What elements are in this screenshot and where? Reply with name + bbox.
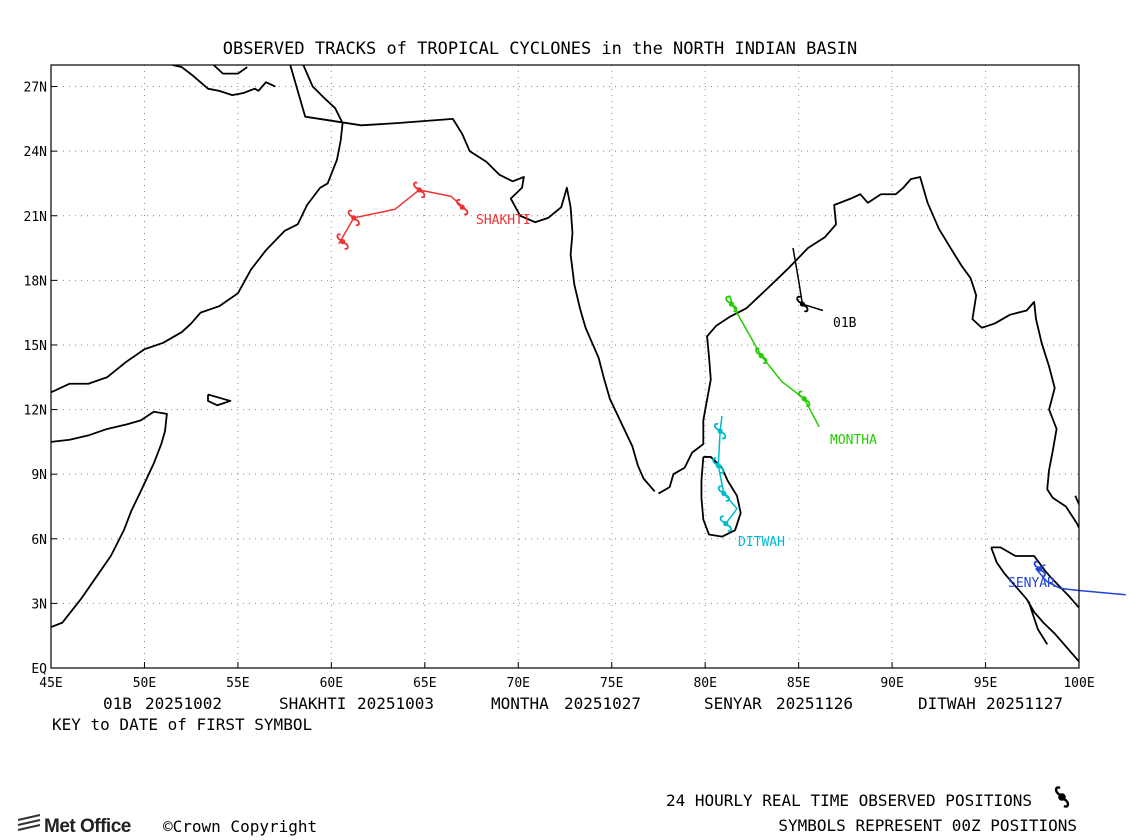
x-tick-label: 60E [320, 676, 343, 691]
x-tick-label: 45E [39, 676, 62, 691]
y-tick-label: 24N [24, 145, 47, 160]
met-office-wave-icon [17, 814, 41, 831]
x-tick-label: 95E [974, 676, 997, 691]
x-tick-label: 85E [787, 676, 810, 691]
latitude-axis: EQ 3N 6N 9N 12N 15N 18N 21N 24N 27N [24, 81, 57, 677]
track-montha: MONTHA [725, 295, 877, 448]
gridlines [51, 65, 1079, 668]
x-tick-label: 55E [226, 676, 249, 691]
x-tick-label: 90E [880, 676, 903, 691]
track-line [338, 189, 469, 245]
symbols-note: SYMBOLS REPRESENT 00Z POSITIONS [778, 816, 1077, 835]
track-senyar: SENYAR [1008, 560, 1126, 596]
cyclone-symbol [755, 347, 768, 364]
y-tick-label: 18N [24, 274, 47, 289]
key-montha-date: 20251027 [564, 694, 641, 713]
track-label: MONTHA [830, 433, 877, 448]
y-tick-label: 27N [24, 81, 47, 96]
x-tick-label: 70E [507, 676, 530, 691]
cyclone-symbol [798, 390, 811, 408]
coastline [990, 547, 1079, 663]
y-tick-label: 21N [24, 210, 47, 225]
coastline [289, 65, 656, 492]
coastline [172, 65, 276, 97]
y-tick-label: EQ [31, 662, 47, 677]
coastline [51, 65, 344, 394]
coastline [991, 546, 1079, 609]
track-label: SENYAR [1008, 576, 1055, 591]
coastline [207, 393, 232, 407]
key-senyar-name: SENYAR [704, 694, 762, 713]
coastline [1074, 495, 1079, 505]
cyclone-symbol-icon [1054, 786, 1070, 808]
track-01b: 01B [792, 247, 857, 331]
cyclone-symbol [1033, 560, 1046, 578]
key-shakhti-name: SHAKHTI [279, 694, 346, 713]
map-frame [50, 64, 1080, 669]
x-tick-label: 75E [600, 676, 623, 691]
met-office-text: Met Office [44, 816, 131, 837]
x-tick-label: 65E [413, 676, 436, 691]
track-line [728, 295, 820, 428]
track-label: SHAKHTI [476, 213, 531, 228]
cyclone-symbol [456, 198, 469, 216]
key-caption: KEY to DATE of FIRST SYMBOL [52, 715, 312, 734]
y-tick-label: 6N [31, 533, 47, 548]
map-title: OBSERVED TRACKS of TROPICAL CYCLONES in … [223, 39, 858, 59]
key-senyar-date: 20251126 [776, 694, 853, 713]
track-label: DITWAH [738, 535, 785, 550]
track-label: 01B [833, 316, 857, 331]
y-tick-label: 12N [24, 404, 47, 419]
track-line [792, 247, 824, 312]
coastline [658, 176, 1079, 529]
coastlines [51, 65, 1079, 663]
key-01b-date: 20251002 [145, 694, 222, 713]
cyclone-symbol [717, 485, 730, 502]
copyright-text: ©Crown Copyright [163, 817, 317, 836]
coastline [51, 410, 168, 628]
coastline [1027, 600, 1048, 645]
track-shakhti: SHAKHTI [336, 181, 531, 250]
y-tick-label: 3N [31, 597, 47, 612]
key-ditwah-name: DITWAH [918, 694, 976, 713]
x-tick-label: 100E [1063, 676, 1094, 691]
x-tick-label: 80E [693, 676, 716, 691]
positions-note: 24 HOURLY REAL TIME OBSERVED POSITIONS [666, 791, 1032, 810]
key-ditwah-date: 20251127 [986, 694, 1063, 713]
legend-key: 01B 20251002 SHAKHTI 20251003 MONTHA 202… [52, 694, 1063, 734]
cyclone-symbol [719, 515, 732, 532]
cyclone-symbol [336, 233, 349, 250]
track-ditwah: DITWAH [712, 415, 785, 550]
cyclone-symbol [714, 422, 727, 440]
cyclone-symbol [725, 295, 738, 313]
coastline [213, 65, 248, 75]
x-tick-label: 50E [133, 676, 156, 691]
y-tick-label: 9N [31, 468, 47, 483]
y-tick-label: 15N [24, 339, 47, 354]
cyclone-symbol [796, 295, 809, 313]
met-office-logo: Met Office [17, 814, 131, 837]
key-shakhti-date: 20251003 [357, 694, 434, 713]
longitude-axis: 45E 50E 55E 60E 65E 70E 75E 80E 85E 90E 95E 100E [39, 662, 1095, 691]
cyclone-symbol [413, 181, 426, 199]
cyclone-symbol [347, 209, 360, 227]
key-01b-name: 01B [103, 694, 132, 713]
coastline [700, 456, 742, 538]
cyclone-symbol [712, 457, 725, 474]
cyclone-tracks: SHAKHTI 01B MONTHA DITWAH SENYAR [336, 181, 1126, 596]
key-montha-name: MONTHA [491, 694, 549, 713]
